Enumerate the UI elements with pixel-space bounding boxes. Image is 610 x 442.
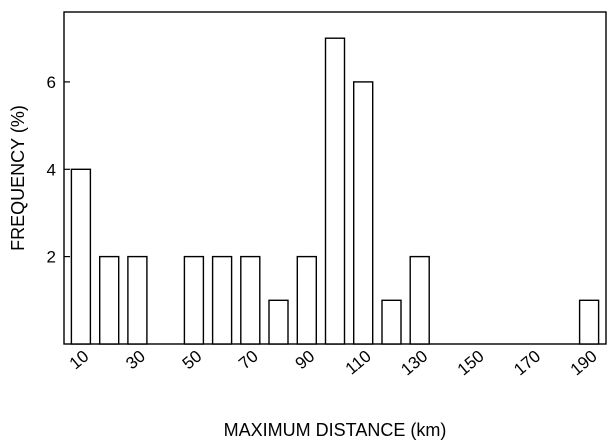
x-tick-label: 50: [179, 347, 206, 374]
bar-50: [183, 255, 205, 345]
x-tick-label: 30: [122, 347, 149, 374]
y-tick-label: 4: [47, 160, 56, 179]
bar-80: [268, 299, 289, 345]
bar-30: [127, 255, 148, 345]
y-tick-label: 6: [47, 73, 56, 92]
bar-110: [353, 81, 374, 345]
y-axis-ticks: 2 4 6: [47, 73, 70, 267]
bar-100: [324, 37, 346, 345]
bar-120: [381, 299, 402, 345]
x-tick-label: 110: [342, 347, 375, 379]
bar-60: [211, 255, 233, 345]
x-tick-label: 130: [397, 347, 431, 380]
y-axis-title: FREQUENCY (%): [8, 105, 28, 251]
x-tick-label: 150: [454, 347, 488, 380]
x-tick-label: 90: [292, 347, 319, 374]
x-tick-label: 170: [510, 347, 544, 380]
x-axis-ticks: 10 30 50 70 90 110 130 150 170 190: [66, 347, 601, 380]
bars-group: [70, 37, 600, 345]
x-tick-label: 10: [66, 347, 93, 374]
bar-90: [296, 255, 317, 345]
y-tick-label: 2: [47, 248, 56, 267]
x-tick-label: 190: [567, 347, 601, 380]
bar-190: [578, 299, 600, 345]
bar-20: [98, 255, 120, 345]
x-axis-title: MAXIMUM DISTANCE (km): [224, 420, 447, 440]
x-tick-label: 70: [235, 347, 262, 374]
bar-70: [240, 255, 261, 345]
bar-130: [409, 255, 430, 345]
bar-10: [70, 168, 92, 345]
